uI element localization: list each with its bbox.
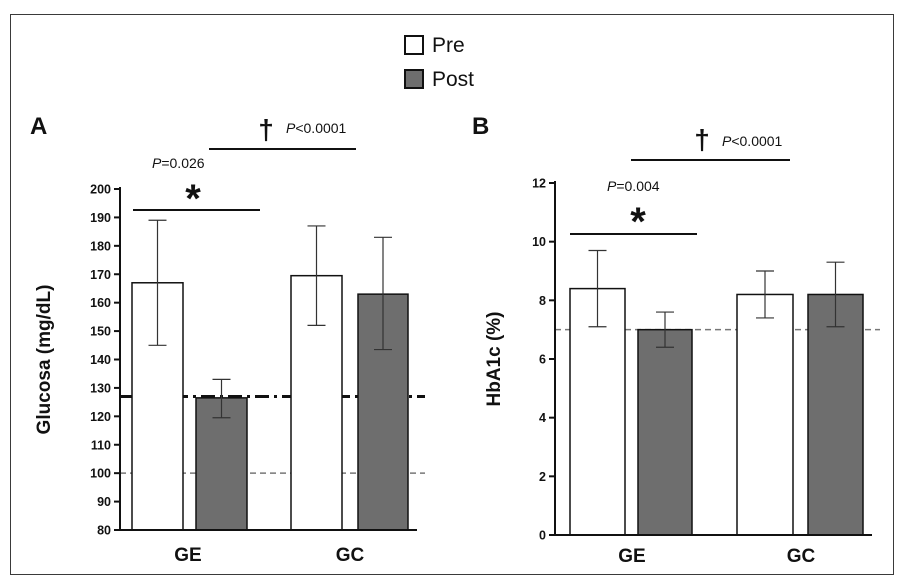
y-tick-label: 160 bbox=[90, 296, 111, 310]
figure-frame bbox=[10, 14, 894, 575]
y-tick-label: 120 bbox=[90, 410, 111, 424]
y-tick-label: 180 bbox=[90, 239, 111, 253]
y-tick-label: 0 bbox=[539, 529, 546, 543]
legend-swatch-post bbox=[404, 69, 424, 89]
y-tick-label: 10 bbox=[532, 235, 546, 249]
y-tick-label: 80 bbox=[97, 524, 111, 538]
p-value-between: P<0.0001 bbox=[286, 120, 347, 136]
category-label-gc: GC bbox=[787, 546, 816, 567]
category-label-gc: GC bbox=[336, 545, 365, 566]
chart-panel-a: A 80 90 100 110 120 130 140 150 160 170 180 190 200 Gl… bbox=[30, 113, 425, 566]
legend-label-pre: Pre bbox=[432, 34, 465, 57]
significance-star: * bbox=[630, 200, 646, 244]
bar-pre-gc bbox=[736, 293, 794, 536]
p-value-within: P=0.004 bbox=[607, 178, 660, 194]
y-tick-label: 90 bbox=[97, 495, 111, 509]
y-axis-label: HbA1c (%) bbox=[484, 311, 505, 406]
panel-letter: B bbox=[472, 113, 489, 140]
legend-swatch-pre bbox=[404, 35, 424, 55]
y-tick-label: 170 bbox=[90, 268, 111, 282]
y-tick-label: 6 bbox=[539, 353, 546, 367]
y-tick-label: 12 bbox=[532, 177, 546, 191]
y-tick-label: 200 bbox=[90, 183, 111, 197]
bar-pre-ge bbox=[569, 287, 626, 536]
category-label-ge: GE bbox=[174, 545, 201, 566]
category-label-ge: GE bbox=[618, 546, 645, 567]
p-value-within: P=0.026 bbox=[152, 155, 205, 171]
y-tick-label: 130 bbox=[90, 381, 111, 395]
y-tick-label: 190 bbox=[90, 211, 111, 225]
p-value-between: P<0.0001 bbox=[722, 133, 783, 149]
significance-dagger: † bbox=[694, 124, 710, 155]
significance-star: * bbox=[185, 177, 201, 221]
bar-post-ge bbox=[637, 328, 693, 536]
y-tick-label: 110 bbox=[91, 438, 111, 452]
y-tick-label: 2 bbox=[539, 470, 546, 484]
y-tick-label: 100 bbox=[90, 467, 111, 481]
y-tick-label: 4 bbox=[539, 411, 546, 425]
y-tick-label: 140 bbox=[90, 353, 111, 367]
y-tick-label: 150 bbox=[90, 325, 111, 339]
significance-dagger: † bbox=[258, 114, 274, 145]
bar-post-gc bbox=[807, 293, 864, 536]
y-tick-label: 8 bbox=[539, 294, 546, 308]
y-axis-label: Glucosa (mg/dL) bbox=[34, 285, 55, 435]
legend-label-post: Post bbox=[432, 68, 474, 91]
chart-panel-b: B 0 2 4 6 8 10 12 HbA1c (%) GE GC * P=0.004 † P<0.0001 bbox=[472, 113, 880, 567]
panel-letter: A bbox=[30, 113, 47, 140]
